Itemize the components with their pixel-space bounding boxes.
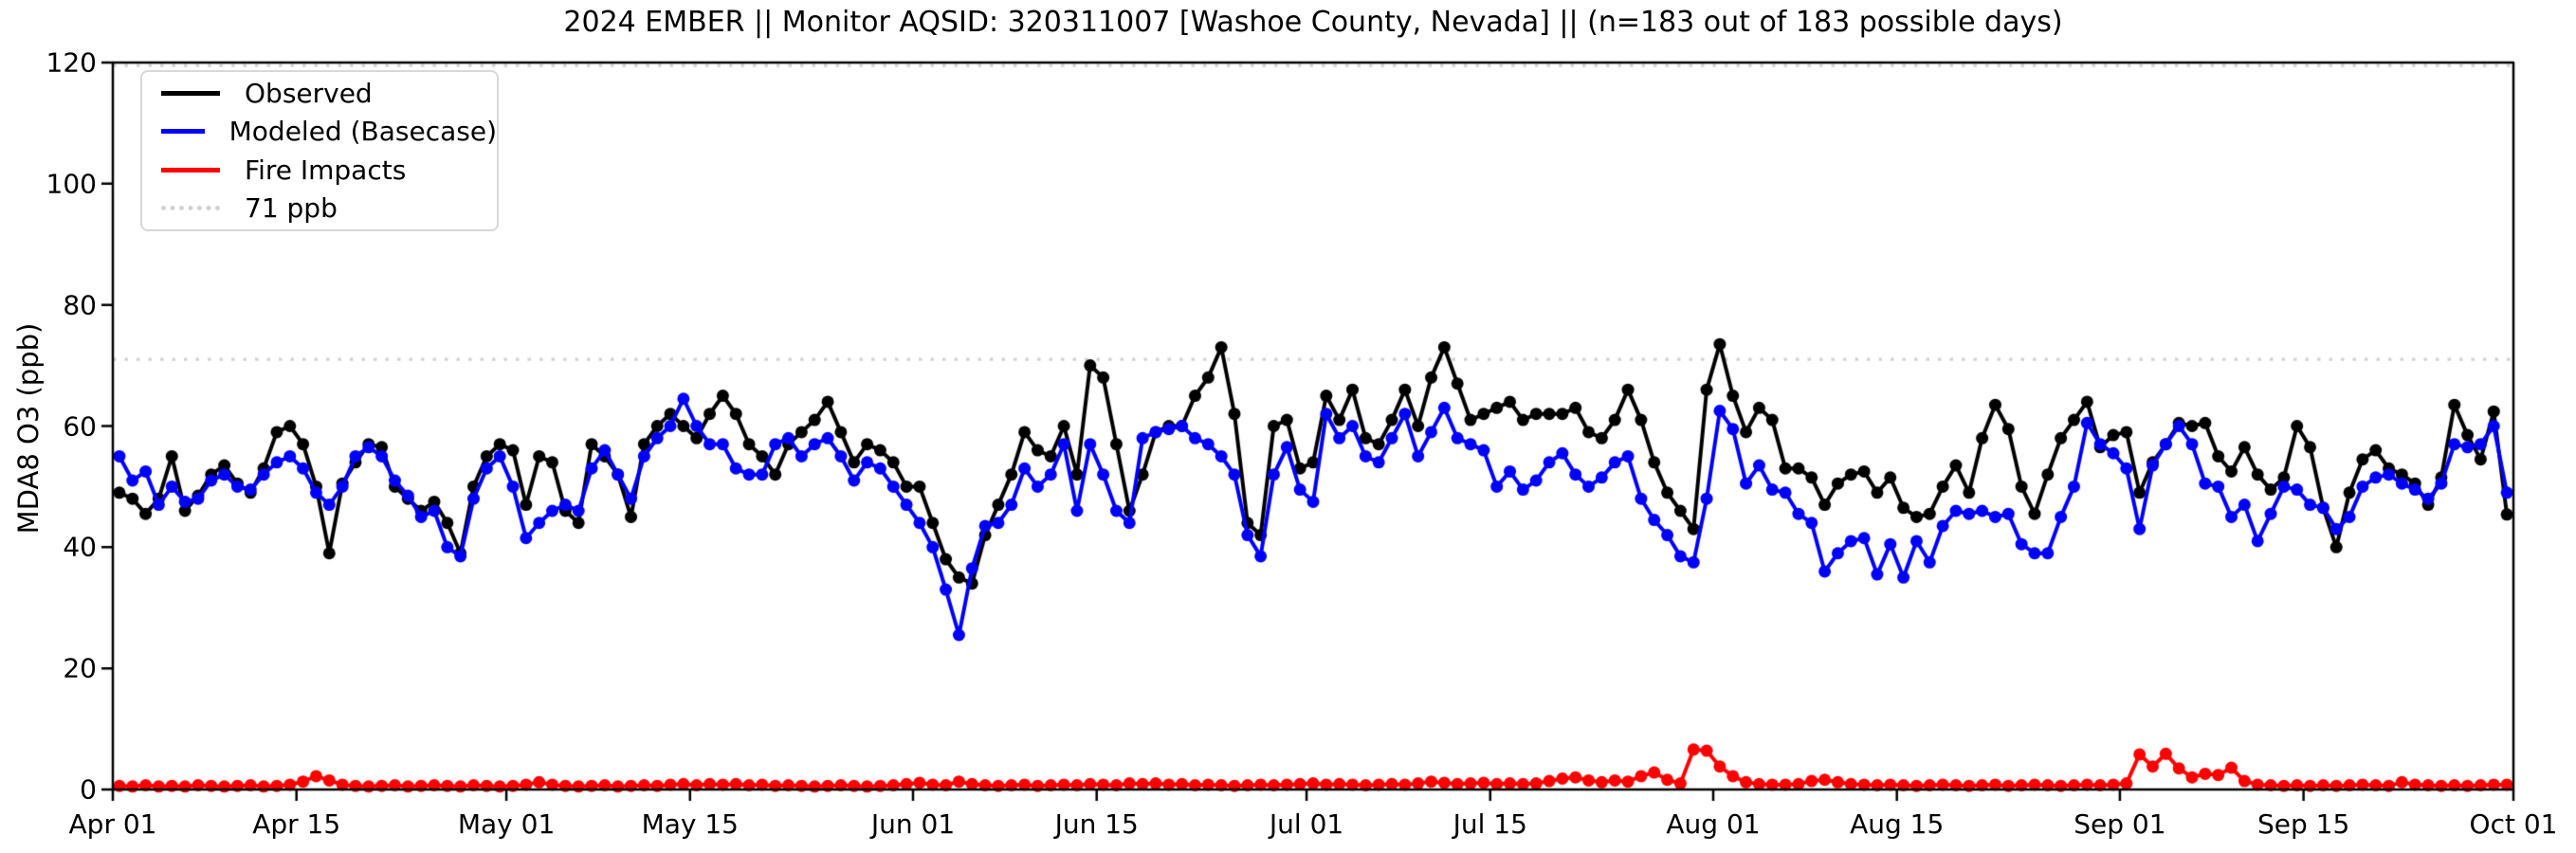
observed-line-swatch	[161, 90, 220, 96]
x-tick-label: Apr 15	[252, 808, 341, 840]
x-tick-label: Oct 01	[2469, 808, 2558, 840]
y-tick-label: 120	[46, 46, 97, 79]
x-tick-label: Apr 01	[68, 808, 157, 840]
legend-label: 71 ppb	[245, 192, 338, 225]
x-tick-label: Jun 15	[1054, 808, 1139, 840]
y-tick-label: 100	[46, 168, 97, 200]
fire-line-swatch	[161, 167, 220, 172]
y-tick-label: 20	[63, 652, 97, 684]
legend-label: Observed	[245, 77, 373, 109]
x-tick-label: Jul 01	[1269, 808, 1344, 840]
legend-item-threshold: 71 ppb	[161, 190, 497, 227]
x-tick-label: Aug 01	[1666, 808, 1761, 840]
x-tick-label: May 01	[457, 808, 556, 840]
y-tick-label: 40	[63, 531, 97, 563]
legend-label: Fire Impacts	[245, 154, 407, 186]
legend-item-modeled: Modeled (Basecase)	[161, 113, 497, 151]
modeled-line-swatch	[161, 129, 205, 135]
legend-label: Modeled (Basecase)	[228, 116, 497, 148]
x-tick-label: Jun 01	[870, 808, 956, 840]
y-tick-label: 80	[63, 289, 97, 321]
legend-item-observed: Observed	[161, 74, 497, 112]
x-tick-label: May 15	[641, 808, 739, 840]
y-tick-label: 60	[63, 410, 97, 442]
threshold-line-swatch	[161, 206, 220, 211]
x-tick-label: Jul 15	[1452, 808, 1527, 840]
x-tick-label: Sep 01	[2074, 808, 2166, 840]
legend: Observed Modeled (Basecase) Fire Impacts…	[140, 70, 499, 231]
x-tick-label: Sep 15	[2256, 808, 2350, 840]
y-tick-label: 0	[80, 773, 97, 806]
x-tick-label: Aug 15	[1850, 808, 1945, 840]
legend-item-fire: Fire Impacts	[161, 151, 497, 189]
